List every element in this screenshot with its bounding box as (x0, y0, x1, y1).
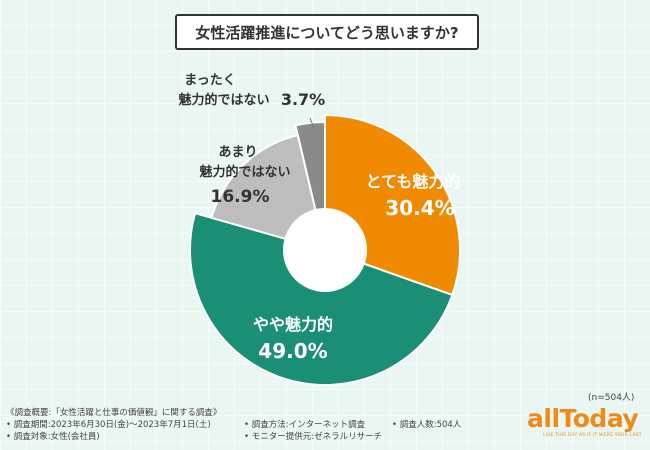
label-not-very-attractive-line1: あまり (218, 145, 257, 160)
label-somewhat-attractive: やや魅力的 (253, 315, 333, 334)
footer-period: • 調査期間:2023年6月30日(金)〜2023年7月1日(土) (6, 420, 211, 430)
chart-title: 女性活躍推進についてどう思いますか? (175, 14, 479, 50)
footer-overview: 《調査概要:「女性活躍と仕事の価値観」に関する調査》 (6, 408, 222, 418)
footer-provider: • モニター提供元:ゼネラルリサーチ (244, 432, 383, 442)
footer-method: • 調査方法:インターネット調査 (244, 420, 366, 430)
label-not-at-all-attractive-line2: 魅力的ではない (178, 92, 269, 108)
alltoday-logo: allToday LIVE THIS DAY AS IF IT WERE YOU… (527, 405, 643, 445)
value-somewhat-attractive: 49.0% (258, 339, 327, 363)
value-not-very-attractive: 16.9% (211, 187, 270, 207)
label-not-very-attractive-line2: 魅力的ではない (199, 164, 290, 180)
value-very-attractive: 30.4% (385, 196, 454, 220)
logo-tagline: LIVE THIS DAY AS IF IT WERE YOUR LAST (543, 433, 642, 438)
footer-respondents: • 調査人数:504人 (392, 420, 462, 430)
survey-footer: 《調査概要:「女性活躍と仕事の価値観」に関する調査》 • 調査期間:2023年6… (6, 407, 461, 443)
logo-wordmark: allToday (527, 404, 639, 433)
label-not-at-all-attractive-line1: まったく (184, 73, 235, 88)
leader-line (309, 117, 315, 129)
sample-size: (n=504人) (588, 393, 635, 403)
label-very-attractive: とても魅力的 (366, 172, 461, 191)
slice-somewhat-attractive (189, 211, 454, 386)
footer-target: • 調査対象:女性(会社員) (6, 432, 100, 442)
donut-hole (283, 208, 367, 292)
value-not-at-all-attractive: 3.7% (281, 90, 325, 109)
